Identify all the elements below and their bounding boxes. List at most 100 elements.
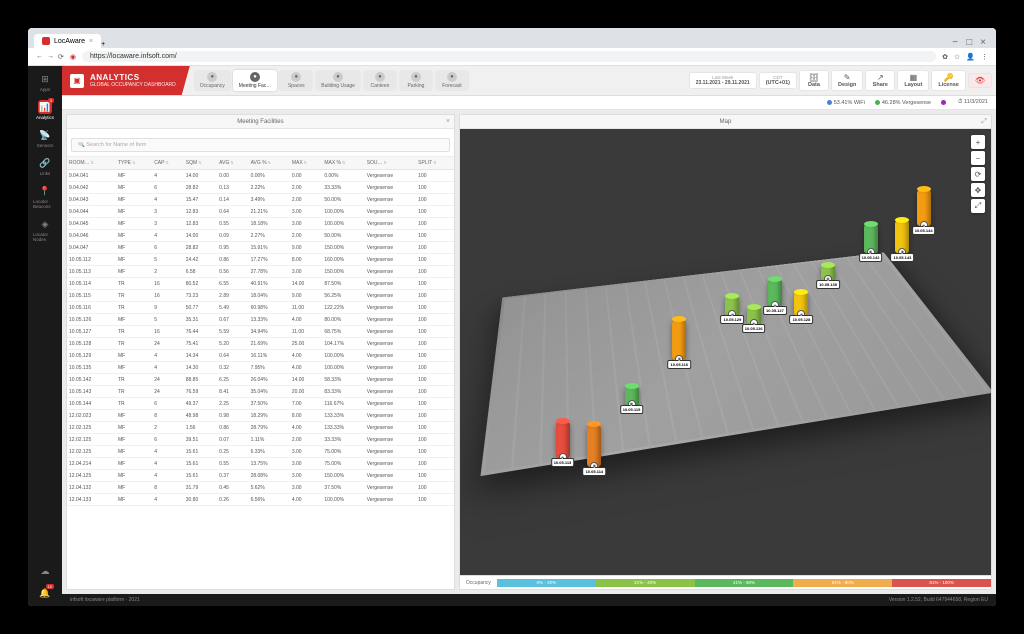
column-header[interactable]: ROOM…⇅	[67, 157, 116, 170]
table-row[interactable]: 9.04.042MF628.820.132.22%2.0033.33%Verge…	[67, 182, 454, 194]
occupancy-pillar[interactable]: ◉ 10.05.128	[794, 289, 808, 316]
table-row[interactable]: 10.05.135MF414.300.327.95%4.00100.00%Ver…	[67, 362, 454, 374]
occupancy-pillar[interactable]: ◉ 10.05.127	[768, 276, 782, 307]
column-header[interactable]: TYPE⇅	[116, 157, 152, 170]
table-row[interactable]: 10.05.129MF414.340.6416.11%4.00100.00%Ve…	[67, 350, 454, 362]
table-row[interactable]: 10.05.127TR1676.445.5934.94%11.0068.75%V…	[67, 326, 454, 338]
map-control-button[interactable]: +	[971, 135, 985, 149]
table-row[interactable]: 9.04.043MF415.470.143.49%2.0050.00%Verge…	[67, 194, 454, 206]
panel-close-icon[interactable]: ×	[446, 118, 450, 125]
tab-spaces[interactable]: ●Spaces	[279, 70, 313, 91]
table-row[interactable]: 12.02.023MF848.980.9818.29%8.00133.33%Ve…	[67, 410, 454, 422]
map-control-button[interactable]: ⟳	[971, 167, 985, 181]
map-control-button[interactable]: −	[971, 151, 985, 165]
column-header[interactable]: CAP⇅	[152, 157, 184, 170]
table-row[interactable]: 12.04.133MF430.800.266.56%4.00100.00%Ver…	[67, 494, 454, 506]
table-row[interactable]: 12.02.125MF21.560.8628.79%4.00133.33%Ver…	[67, 422, 454, 434]
column-header[interactable]: AVG⇅	[217, 157, 248, 170]
rail-item-locator-nodes[interactable]: ◈Locator Nodes	[33, 217, 57, 242]
occupancy-pillar[interactable]: ◉ 10.05.113	[556, 418, 570, 459]
nav-reload-icon[interactable]: ⟳	[58, 53, 64, 61]
tab-occupancy[interactable]: ●Occupancy	[194, 70, 231, 91]
occupancy-pillar[interactable]: ◉ 10.05.144	[917, 186, 931, 227]
nav-forward-icon[interactable]: →	[47, 53, 54, 60]
table-row[interactable]: 10.05.116TR950.775.4960.98%11.00122.22%V…	[67, 302, 454, 314]
search-input[interactable]	[71, 138, 450, 152]
table-row[interactable]: 10.05.114TR1680.526.5540.91%14.0087.50%V…	[67, 278, 454, 290]
column-header[interactable]: SQM⇅	[184, 157, 217, 170]
pillar-label: 10.05.113	[551, 458, 575, 467]
rail-bottom-item[interactable]: ☁	[33, 564, 57, 578]
column-header[interactable]: MAX⇅	[290, 157, 323, 170]
occupancy-pillar[interactable]: ◉ 10.05.142	[864, 221, 878, 254]
map-control-button[interactable]: ⤢	[971, 199, 985, 213]
table-row[interactable]: 10.05.115TR1673.232.8918.04%9.0056.25%Ve…	[67, 290, 454, 302]
map-canvas[interactable]: + − ⟳ ✥ ⤢ ◉ 10.05.113 ◉ 10.05.114 ◉ 10.05.11…	[460, 129, 991, 575]
occupancy-pillar[interactable]: ◉ 10.05.115	[625, 383, 639, 406]
rail-bottom-item[interactable]: 🔔10	[33, 586, 57, 600]
window-close-icon[interactable]: ×	[980, 37, 986, 48]
occupancy-pillar[interactable]: ◉ 10.05.129	[725, 293, 739, 316]
occupancy-pillar[interactable]: ◉ 10.05.135	[821, 262, 835, 281]
column-header[interactable]: AVG %⇅	[249, 157, 290, 170]
table-row[interactable]: 10.05.128TR2475.415.2021.69%25.00104.17%…	[67, 338, 454, 350]
nav-back-icon[interactable]: ←	[36, 53, 43, 60]
occupancy-pillar[interactable]: ◉ 10.05.126	[747, 304, 761, 325]
column-header[interactable]: MAX %⇅	[322, 157, 364, 170]
toolbar-share[interactable]: ↗Share	[865, 70, 895, 91]
rail-item-analytics[interactable]: 📊3Analytics	[33, 100, 57, 120]
table-row[interactable]: 9.04.045MF312.830.5518.18%3.00100.00%Ver…	[67, 218, 454, 230]
occupancy-pillar[interactable]: ◉ 10.05.116	[672, 316, 686, 361]
tab-meeting-fac-[interactable]: ●Meeting Fac…	[233, 70, 278, 91]
toolbar-license[interactable]: 🔑License	[931, 70, 965, 91]
column-header[interactable]: SOU…⇅	[365, 157, 416, 170]
window-maximize-icon[interactable]: □	[966, 37, 972, 48]
tab-canteen[interactable]: ●Canteen	[363, 70, 397, 91]
table-row[interactable]: 12.02.125MF639.510.071.11%2.0033.33%Verg…	[67, 434, 454, 446]
table-row[interactable]: 9.04.044MF312.830.6421.21%3.00100.00%Ver…	[67, 206, 454, 218]
bookmark-icon[interactable]: ☆	[954, 53, 960, 61]
tab-parking[interactable]: ●Parking	[399, 70, 433, 91]
table-row[interactable]: 10.05.126MF535.310.6713.33%4.0080.00%Ver…	[67, 314, 454, 326]
rail-item-sensors[interactable]: 📡Sensors	[33, 128, 57, 148]
toolbar-data[interactable]: 🗄Data	[799, 70, 829, 91]
table-row[interactable]: 9.04.041MF414.000.000.00%0.000.00%Verges…	[67, 170, 454, 182]
occupancy-pillar[interactable]: ◉ 10.05.143	[895, 217, 909, 254]
browser-tab[interactable]: LocAware ×	[34, 34, 101, 48]
table-row[interactable]: 10.05.143TR2476.598.4135.04%20.0083.33%V…	[67, 386, 454, 398]
toolbar-design[interactable]: ✎Design	[831, 70, 863, 91]
table-row[interactable]: 12.02.125MF415.610.256.33%3.0075.00%Verg…	[67, 446, 454, 458]
rail-item-links[interactable]: 🔗Links	[33, 156, 57, 176]
toolbar--utc-[interactable]: CDT(UTC+01)	[759, 72, 797, 89]
pillar-label: 10.05.128	[790, 315, 814, 324]
rail-item-locator-beacons[interactable]: 📍Locator Beacons	[33, 184, 57, 209]
facilities-table[interactable]: ROOM…⇅TYPE⇅CAP⇅SQM⇅AVG⇅AVG %⇅MAX⇅MAX %⇅S…	[67, 157, 454, 589]
table-row[interactable]: 12.04.125MF415.610.3728.08%3.00150.00%Ve…	[67, 470, 454, 482]
occupancy-pillar[interactable]: ◉ 10.05.114	[587, 421, 601, 468]
profile-icon[interactable]: 👤	[966, 53, 975, 61]
rail-item-apps[interactable]: ⊞Apps	[33, 72, 57, 92]
map-control-button[interactable]: ✥	[971, 183, 985, 197]
toolbar--[interactable]: Last Week23.11.2021 - 29.11.2021	[689, 72, 757, 89]
table-row[interactable]: 9.04.047MF628.820.9515.91%9.00150.00%Ver…	[67, 242, 454, 254]
table-row[interactable]: 12.04.132MF831.790.455.62%3.0037.50%Verg…	[67, 482, 454, 494]
table-row[interactable]: 9.04.046MF414.000.092.27%2.0050.00%Verge…	[67, 230, 454, 242]
table-row[interactable]: 10.05.113MF26.580.5627.78%3.00150.00%Ver…	[67, 266, 454, 278]
table-row[interactable]: 10.05.144TR649.372.2537.50%7.00116.67%Ve…	[67, 398, 454, 410]
panel-expand-icon[interactable]: ⤢	[981, 118, 987, 126]
table-row[interactable]: 10.05.142TR2488.856.2526.04%14.0058.33%V…	[67, 374, 454, 386]
column-header[interactable]: SPLIT⇅	[416, 157, 454, 170]
new-tab-button[interactable]: +	[101, 41, 105, 48]
tab-close-icon[interactable]: ×	[89, 38, 93, 45]
tab-forecast[interactable]: ●Forecast	[435, 70, 469, 91]
toolbar-layout[interactable]: ▦Layout	[897, 70, 929, 91]
table-row[interactable]: 10.05.112MF524.420.8617.27%8.00160.00%Ve…	[67, 254, 454, 266]
toolbar-views[interactable]: 👁	[968, 73, 992, 88]
url-field[interactable]: https://locaware.infsoft.com/	[82, 51, 936, 62]
tab-building-usage[interactable]: ●Building Usage	[315, 70, 361, 91]
window-minimize-icon[interactable]: −	[952, 37, 958, 48]
rail-icon: 📍	[38, 184, 52, 198]
menu-icon[interactable]: ⋮	[981, 53, 988, 61]
extension-icon[interactable]: ✿	[942, 53, 948, 61]
table-row[interactable]: 12.04.214MF415.610.5513.75%3.0075.00%Ver…	[67, 458, 454, 470]
